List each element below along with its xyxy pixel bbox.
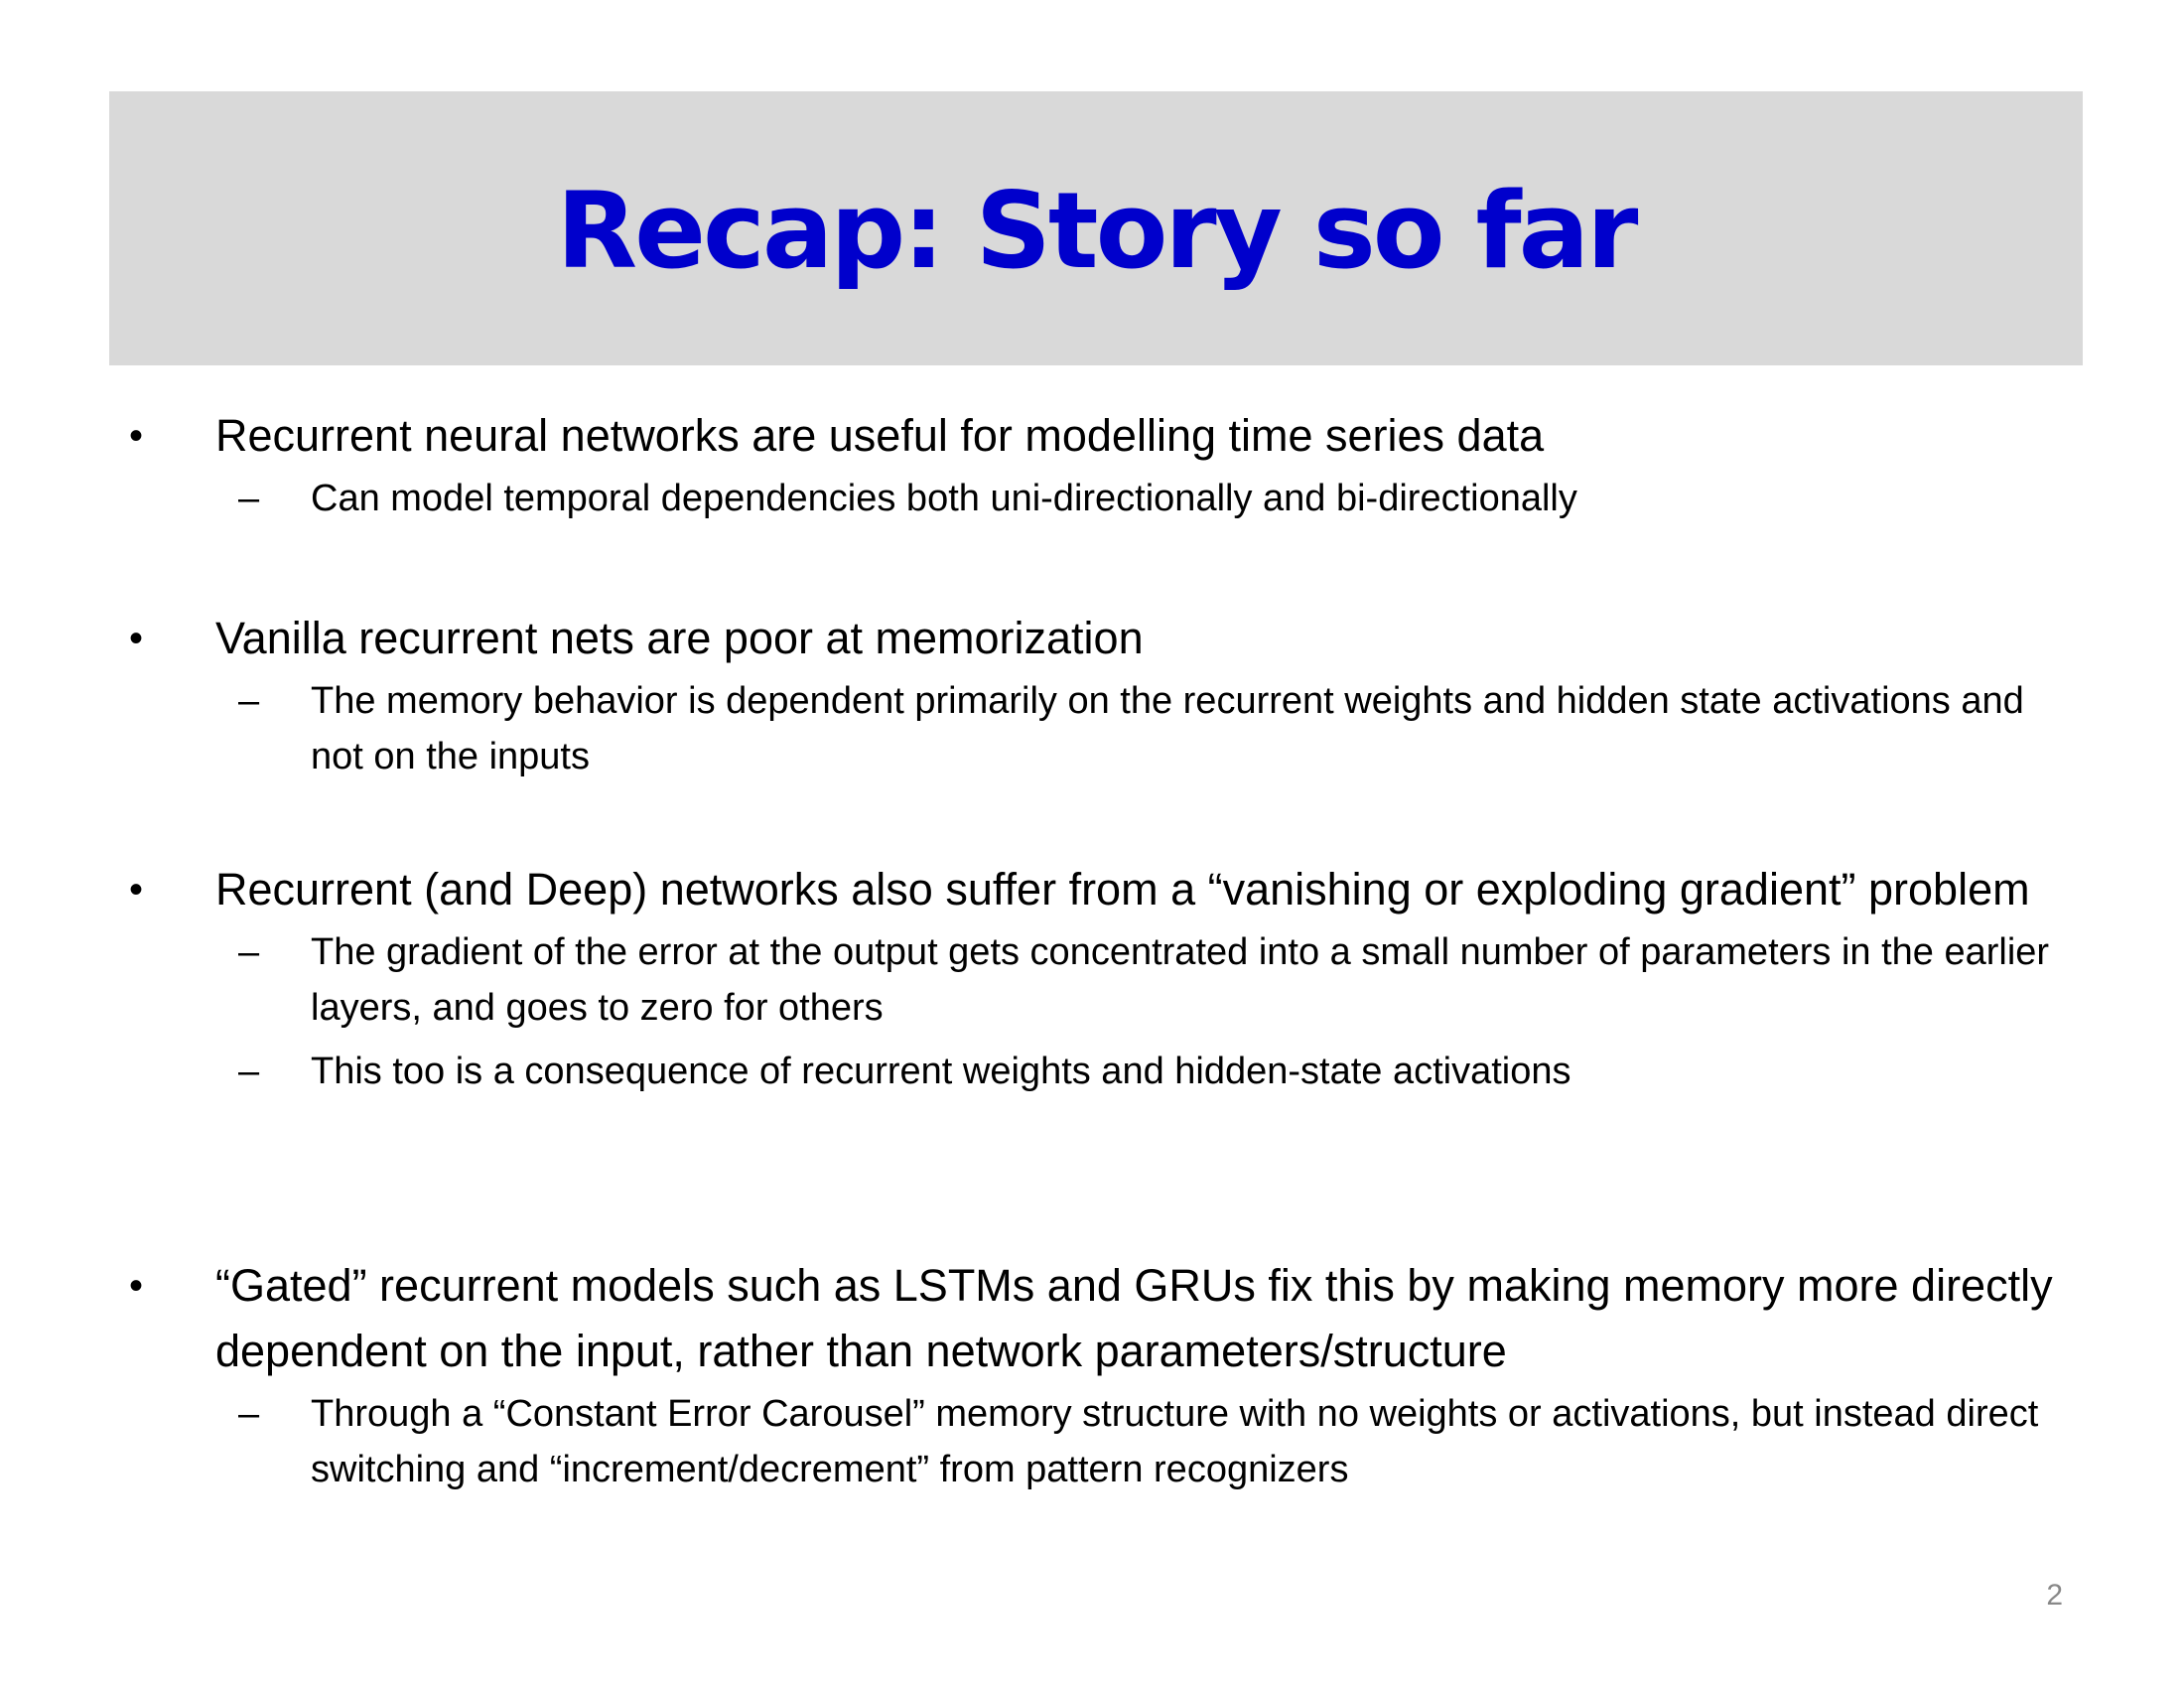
sub-bullet-marker: – [238,478,260,519]
sub-bullet-item: – Through a “Constant Error Carousel” me… [129,1386,2075,1497]
bullet-marker: • [129,414,144,458]
bullet-marker: • [129,1264,144,1308]
sub-bullet-marker: – [238,1393,260,1435]
sub-bullet-text: This too is a consequence of recurrent w… [311,1051,1571,1092]
sub-bullet-item: – The gradient of the error at the outpu… [129,924,2075,1036]
sub-bullet-text: Can model temporal dependencies both uni… [311,478,1577,519]
sub-bullet-item: – Can model temporal dependencies both u… [129,471,2075,526]
sub-bullet-marker: – [238,931,260,973]
bullet-text: Vanilla recurrent nets are poor at memor… [215,613,1144,663]
bullet-item: • Recurrent (and Deep) networks also suf… [129,857,2075,922]
sub-bullet-marker: – [238,1051,260,1092]
sub-bullet-text: The gradient of the error at the output … [311,931,2050,1029]
bullet-marker: • [129,868,144,912]
bullet-group-1: • Recurrent neural networks are useful f… [129,403,2075,534]
bullet-marker: • [129,617,144,660]
bullet-item: • “Gated” recurrent models such as LSTMs… [129,1253,2075,1384]
bullet-text: Recurrent (and Deep) networks also suffe… [215,864,2030,914]
sub-bullet-text: The memory behavior is dependent primari… [311,680,2024,777]
sub-bullet-item: – This too is a consequence of recurrent… [129,1044,2075,1099]
bullet-group-4: • “Gated” recurrent models such as LSTMs… [129,1253,2075,1505]
bullet-group-2: • Vanilla recurrent nets are poor at mem… [129,606,2075,792]
bullet-group-3: • Recurrent (and Deep) networks also suf… [129,857,2075,1107]
page-number: 2 [2046,1579,2063,1612]
slide-title: Recap: Story so far [556,170,1639,292]
bullet-text: “Gated” recurrent models such as LSTMs a… [215,1260,2053,1376]
sub-bullet-item: – The memory behavior is dependent prima… [129,673,2075,784]
bullet-text: Recurrent neural networks are useful for… [215,410,1545,461]
bullet-item: • Recurrent neural networks are useful f… [129,403,2075,469]
sub-bullet-marker: – [238,680,260,722]
bullet-item: • Vanilla recurrent nets are poor at mem… [129,606,2075,671]
sub-bullet-text: Through a “Constant Error Carousel” memo… [311,1393,2039,1490]
title-bar: Recap: Story so far [109,91,2083,365]
